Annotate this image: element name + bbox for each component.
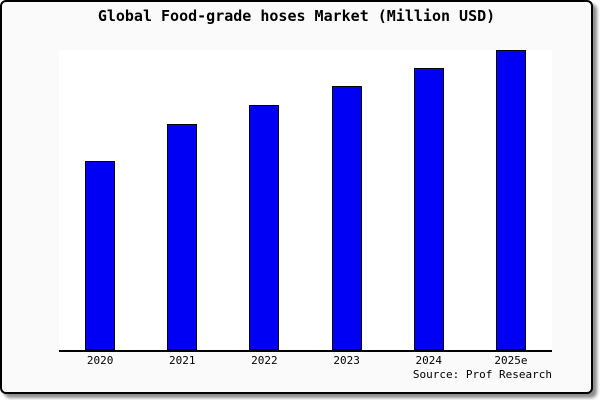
chart-title: Global Food-grade hoses Market (Million … xyxy=(97,7,496,25)
x-tick-2020: 2020 xyxy=(86,354,114,367)
x-tick-2023: 2023 xyxy=(333,354,360,367)
x-tick-2022: 2022 xyxy=(251,354,278,367)
bar-slot-2023 xyxy=(306,50,388,350)
bar-2020 xyxy=(85,161,116,350)
bar-slot-2022 xyxy=(223,50,305,350)
bar-slots xyxy=(59,50,552,350)
bar-slot-2021 xyxy=(141,50,223,350)
bar-slot-2020 xyxy=(59,50,141,350)
source-label: Source: Prof Research xyxy=(412,368,552,381)
bar-2023 xyxy=(331,86,362,350)
chart-frame: Global Food-grade hoses Market (Million … xyxy=(0,0,593,394)
x-axis-tick-labels: 2020 2021 2022 2023 2024 2025e xyxy=(59,354,552,367)
bar-slot-2025e xyxy=(470,50,552,350)
bar-2024 xyxy=(413,68,444,350)
plot-area xyxy=(59,50,552,352)
bar-2021 xyxy=(167,124,198,350)
x-tick-2021: 2021 xyxy=(169,354,196,367)
bar-2022 xyxy=(249,105,280,350)
bar-slot-2024 xyxy=(388,50,470,350)
x-tick-2024: 2024 xyxy=(415,354,443,367)
x-tick-2025e: 2025e xyxy=(494,354,528,367)
bar-2025e xyxy=(495,50,526,350)
